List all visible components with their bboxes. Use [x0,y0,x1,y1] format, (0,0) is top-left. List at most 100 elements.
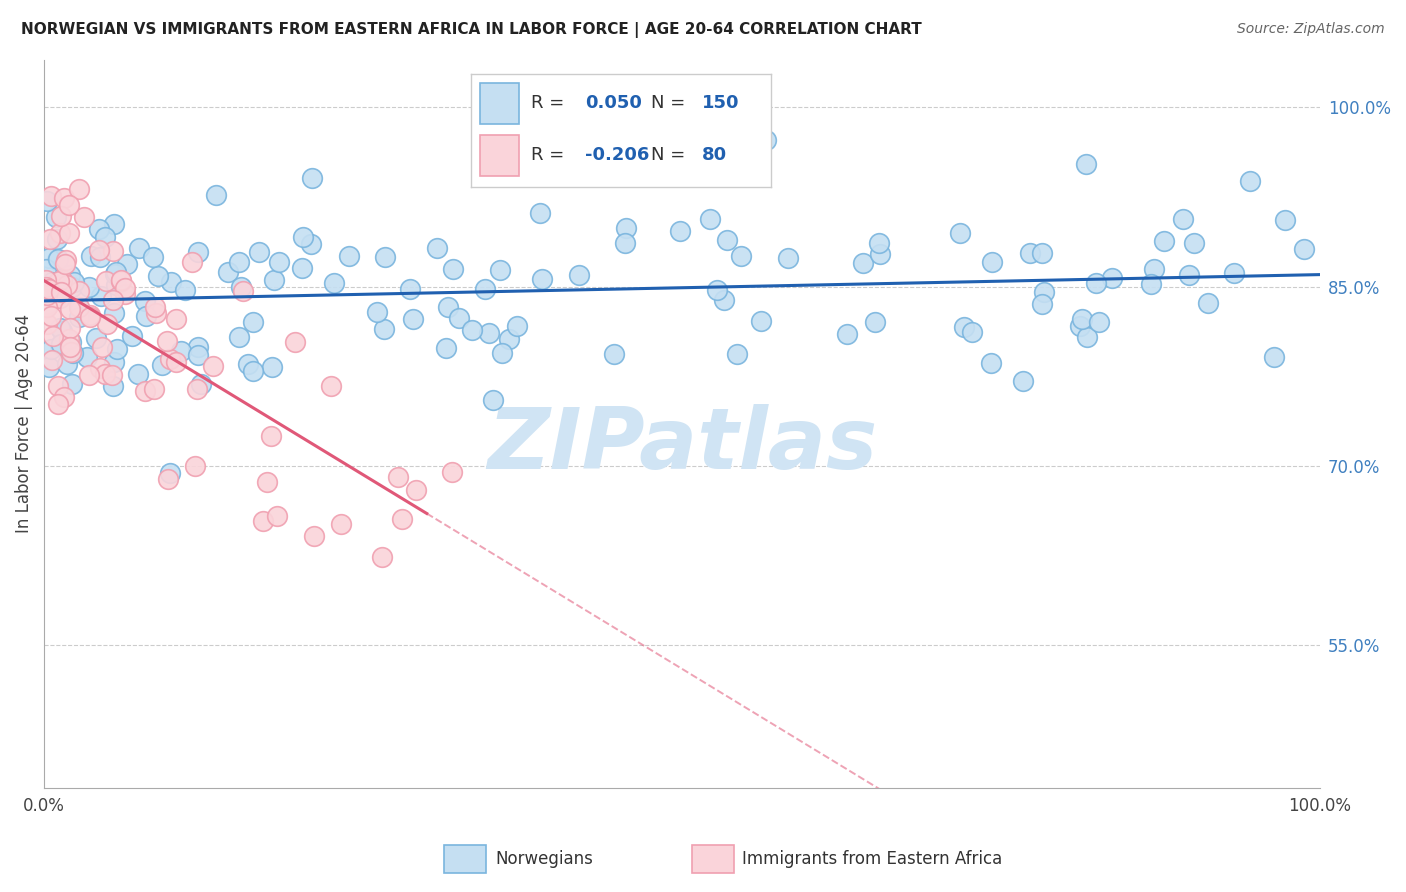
Point [60,280,83,294]
Point [93,230,115,244]
Point [35,262,58,277]
Point [614,236,637,251]
Point [391,512,413,526]
Point [38,252,60,266]
Point [159,275,181,289]
Point [174,283,197,297]
Point [498,332,520,346]
Point [41,275,63,289]
Point [157,472,180,486]
Point [87,244,110,258]
Point [371,549,394,564]
Point [121,328,143,343]
Point [323,277,346,291]
Point [58,332,80,346]
Point [39,342,62,356]
Point [232,285,254,299]
Text: Immigrants from Eastern Africa: Immigrants from Eastern Africa [742,849,1002,868]
Point [1032,285,1054,300]
Point [91,340,114,354]
Point [593,158,616,172]
Point [426,241,449,255]
Point [602,346,624,360]
Point [90,289,112,303]
Point [128,241,150,255]
Point [79,308,101,322]
Point [949,226,972,240]
Point [180,254,202,268]
Point [263,273,285,287]
Point [35,279,58,293]
Point [217,265,239,279]
Point [187,340,209,354]
Point [186,382,208,396]
Bar [692,845,734,872]
Point [156,334,179,348]
Point [42,328,65,343]
Point [447,310,470,325]
Point [103,267,125,281]
Point [67,301,90,315]
Point [67,182,90,196]
Point [187,348,209,362]
Point [114,286,136,301]
Point [695,88,717,103]
Point [1171,212,1194,227]
Point [89,361,111,376]
Point [266,508,288,523]
Point [387,470,409,484]
Point [242,364,264,378]
Point [103,217,125,231]
Point [405,483,427,497]
Point [716,233,738,247]
Point [42,277,65,292]
Point [60,376,83,391]
Point [713,293,735,307]
Point [260,429,283,443]
Point [38,282,60,296]
Point [373,322,395,336]
Point [103,305,125,319]
Point [58,226,80,240]
Text: ZIPatlas: ZIPatlas [486,404,877,487]
Point [835,327,858,342]
Point [117,257,139,271]
Point [110,274,132,288]
Point [148,269,170,284]
Point [699,212,721,227]
Point [238,357,260,371]
Point [48,252,70,266]
Point [730,249,752,263]
Point [41,352,63,367]
Point [242,315,264,329]
Point [105,265,128,279]
Point [89,222,111,236]
Point [58,340,80,354]
Point [45,211,67,225]
Point [101,379,124,393]
Point [49,226,72,240]
Point [754,133,776,147]
Text: NORWEGIAN VS IMMIGRANTS FROM EASTERN AFRICA IN LABOR FORCE | AGE 20-64 CORRELATI: NORWEGIAN VS IMMIGRANTS FROM EASTERN AFR… [21,22,922,38]
Point [134,293,156,308]
Point [440,465,463,479]
Point [79,310,101,324]
Point [1069,318,1091,333]
Point [51,324,73,338]
Point [96,318,118,332]
Point [284,335,307,350]
Point [852,256,875,270]
Point [330,516,353,531]
Point [228,255,250,269]
Point [399,282,422,296]
Point [48,274,70,288]
Point [478,326,501,341]
Point [725,347,748,361]
Point [374,250,396,264]
Point [751,314,773,328]
Point [56,277,79,292]
Point [35,273,58,287]
Point [252,514,274,528]
Point [76,350,98,364]
Point [77,368,100,383]
